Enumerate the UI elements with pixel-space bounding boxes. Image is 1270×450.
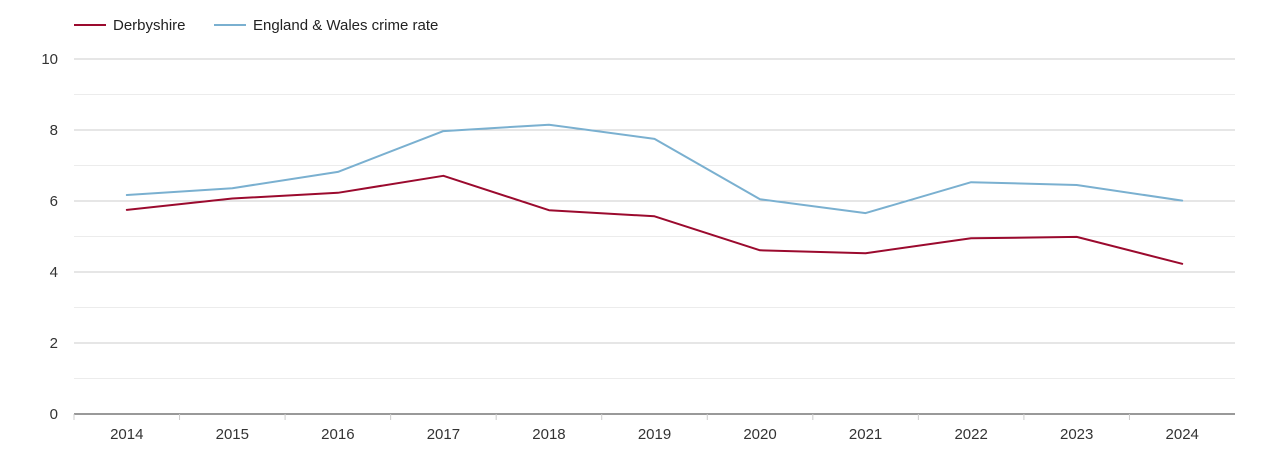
x-tick-label: 2016 <box>321 426 354 443</box>
data-point-derbyshire[interactable] <box>121 204 133 216</box>
data-point-england-wales-crime-rate[interactable] <box>543 119 555 131</box>
y-tick-label: 0 <box>50 406 58 423</box>
legend-label-derbyshire: Derbyshire <box>113 17 186 34</box>
x-tick-label: 2024 <box>1166 426 1199 443</box>
data-point-derbyshire[interactable] <box>332 187 344 199</box>
data-point-england-wales-crime-rate[interactable] <box>1071 179 1083 191</box>
x-tick-label: 2017 <box>427 426 460 443</box>
x-tick-label: 2021 <box>849 426 882 443</box>
y-tick-label: 8 <box>50 122 58 139</box>
legend-label-england-wales: England & Wales crime rate <box>253 17 438 34</box>
y-axis: 0 2 4 6 8 10 <box>41 51 58 423</box>
data-point-derbyshire[interactable] <box>226 193 238 205</box>
y-tick-label: 4 <box>50 264 58 281</box>
series-line-derbyshire <box>125 174 1184 265</box>
data-point-derbyshire[interactable] <box>1176 258 1188 270</box>
gridlines <box>74 58 1235 379</box>
data-point-england-wales-crime-rate[interactable] <box>121 189 133 201</box>
data-point-derbyshire[interactable] <box>860 247 872 259</box>
data-point-england-wales-crime-rate[interactable] <box>860 207 872 219</box>
x-tick-label: 2018 <box>532 426 565 443</box>
legend-item-derbyshire[interactable]: Derbyshire <box>74 17 186 34</box>
data-point-england-wales-crime-rate[interactable] <box>332 166 344 178</box>
data-point-derbyshire[interactable] <box>965 232 977 244</box>
y-tick-label: 2 <box>50 335 58 352</box>
x-axis: 2014 2015 2016 2017 2018 2019 2020 2021 2022 2023… <box>73 413 1235 443</box>
x-tick-label: 2019 <box>638 426 671 443</box>
data-point-derbyshire[interactable] <box>543 204 555 216</box>
series-layer <box>121 119 1188 270</box>
series-line-england-wales-crime-rate <box>125 123 1184 215</box>
data-point-england-wales-crime-rate[interactable] <box>965 176 977 188</box>
legend: Derbyshire England & Wales crime rate <box>74 17 438 34</box>
y-tick-label: 10 <box>41 51 58 68</box>
x-tick-label: 2014 <box>110 426 143 443</box>
x-tick-label: 2020 <box>743 426 776 443</box>
data-point-england-wales-crime-rate[interactable] <box>226 182 238 194</box>
data-point-england-wales-crime-rate[interactable] <box>754 193 766 205</box>
data-point-england-wales-crime-rate[interactable] <box>437 125 449 137</box>
data-point-england-wales-crime-rate[interactable] <box>649 133 661 145</box>
data-point-derbyshire[interactable] <box>754 244 766 256</box>
legend-item-england-wales[interactable]: England & Wales crime rate <box>214 17 438 34</box>
data-point-derbyshire[interactable] <box>1071 231 1083 243</box>
x-tick-label: 2022 <box>954 426 987 443</box>
y-tick-label: 6 <box>50 193 58 210</box>
x-tick-label: 2023 <box>1060 426 1093 443</box>
data-point-england-wales-crime-rate[interactable] <box>1176 195 1188 207</box>
data-point-derbyshire[interactable] <box>649 210 661 222</box>
x-tick-label: 2015 <box>216 426 249 443</box>
data-point-derbyshire[interactable] <box>437 170 449 182</box>
